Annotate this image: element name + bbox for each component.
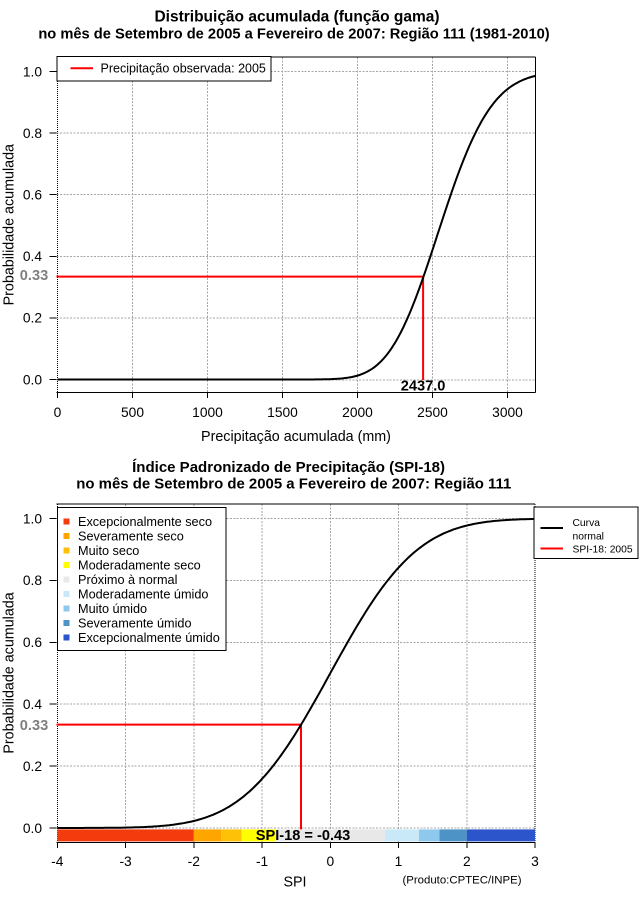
svg-text:2: 2 — [463, 854, 471, 869]
svg-text:0.8: 0.8 — [23, 573, 43, 588]
svg-text:Severamente úmido: Severamente úmido — [78, 616, 192, 630]
svg-text:1.0: 1.0 — [23, 64, 43, 79]
svg-text:Excepcionalmente úmido: Excepcionalmente úmido — [78, 631, 220, 645]
svg-text:0: 0 — [54, 405, 62, 420]
svg-text:normal: normal — [573, 532, 604, 543]
svg-text:Precipitação observada: 2005: Precipitação observada: 2005 — [101, 62, 266, 76]
svg-text:-4: -4 — [51, 854, 64, 869]
svg-text:(Produto:CPTEC/INPE): (Produto:CPTEC/INPE) — [402, 875, 521, 887]
svg-text:Excepcionalmente seco: Excepcionalmente seco — [78, 515, 212, 529]
svg-text:3: 3 — [531, 854, 539, 869]
svg-text:Probabilidade acumulada: Probabilidade acumulada — [2, 592, 18, 753]
svg-text:500: 500 — [121, 405, 144, 420]
svg-text:no mês de Setembro de 2005 a F: no mês de Setembro de 2005 a Fevereiro d… — [76, 476, 511, 493]
svg-text:Moderadamente úmido: Moderadamente úmido — [78, 587, 208, 601]
svg-text:0.6: 0.6 — [23, 188, 43, 203]
svg-text:2000: 2000 — [342, 405, 373, 420]
svg-text:Muito seco: Muito seco — [78, 544, 139, 558]
svg-text:Curva: Curva — [573, 518, 601, 529]
svg-text:0.33: 0.33 — [20, 718, 48, 734]
svg-text:SPI-18 = -0.43: SPI-18 = -0.43 — [256, 828, 351, 844]
svg-text:0: 0 — [326, 854, 334, 869]
svg-text:no mês de Setembro de 2005 a F: no mês de Setembro de 2005 a Fevereiro d… — [38, 27, 549, 43]
svg-text:0.4: 0.4 — [23, 697, 43, 712]
svg-text:Moderadamente seco: Moderadamente seco — [78, 558, 201, 572]
svg-text:2500: 2500 — [417, 405, 448, 420]
svg-text:0.8: 0.8 — [23, 126, 43, 141]
svg-text:Severamente seco: Severamente seco — [78, 529, 184, 543]
svg-text:-3: -3 — [119, 854, 132, 869]
svg-text:0.0: 0.0 — [23, 372, 43, 387]
svg-text:0.2: 0.2 — [23, 311, 42, 326]
svg-text:1000: 1000 — [192, 405, 223, 420]
svg-text:0.33: 0.33 — [20, 268, 48, 284]
svg-text:2437.0: 2437.0 — [401, 379, 446, 395]
svg-text:Distribuição acumulada (função: Distribuição acumulada (função gama) — [154, 9, 439, 26]
svg-text:Muito úmido: Muito úmido — [78, 602, 147, 616]
svg-text:-2: -2 — [188, 854, 200, 869]
svg-text:0.6: 0.6 — [23, 635, 43, 650]
svg-text:1.0: 1.0 — [23, 511, 43, 526]
svg-text:SPI: SPI — [283, 875, 306, 891]
svg-text:1: 1 — [395, 854, 403, 869]
svg-text:0.2: 0.2 — [23, 759, 42, 774]
svg-text:-1: -1 — [256, 854, 268, 869]
svg-text:Probabilidade acumulada: Probabilidade acumulada — [2, 144, 18, 305]
svg-text:3000: 3000 — [492, 405, 523, 420]
svg-text:Próximo à normal: Próximo à normal — [78, 573, 177, 587]
svg-text:1500: 1500 — [267, 405, 298, 420]
svg-text:Precipitação acumulada (mm): Precipitação acumulada (mm) — [201, 429, 391, 445]
svg-text:Índice Padronizado de Precipit: Índice Padronizado de Precipitação (SPI-… — [132, 459, 445, 476]
svg-text:SPI-18: 2005: SPI-18: 2005 — [573, 545, 633, 556]
svg-text:0.0: 0.0 — [23, 821, 43, 836]
svg-text:0.4: 0.4 — [23, 249, 43, 264]
